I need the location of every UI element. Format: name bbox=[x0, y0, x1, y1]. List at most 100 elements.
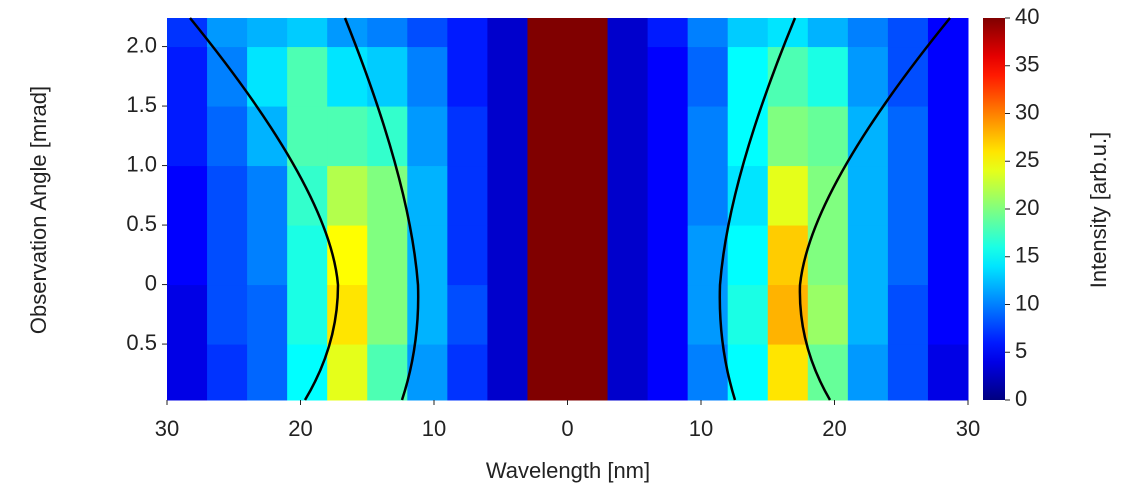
heatmap-cell bbox=[527, 344, 568, 401]
colorbar-tick-label: 15 bbox=[1015, 243, 1039, 268]
x-tick-label: 10 bbox=[422, 416, 446, 441]
y-tick-label: 1.5 bbox=[126, 92, 157, 117]
heatmap-cell bbox=[567, 344, 609, 401]
colorbar-tick-label: 0 bbox=[1015, 386, 1027, 411]
heatmap-cell bbox=[327, 284, 368, 345]
heatmap-cell bbox=[847, 344, 889, 401]
heatmap-cell bbox=[767, 106, 809, 167]
heatmap-cell bbox=[727, 46, 769, 107]
curve bbox=[798, 17, 951, 401]
heatmap-cell bbox=[247, 46, 288, 107]
x-tick-label: 10 bbox=[689, 416, 713, 441]
heatmap-cell bbox=[847, 46, 889, 107]
heatmap-cell bbox=[207, 225, 248, 286]
heatmap-cell bbox=[487, 225, 528, 286]
heatmap-cell bbox=[247, 225, 288, 286]
heatmap-cell bbox=[167, 106, 208, 167]
heatmap-cell bbox=[807, 18, 849, 48]
heatmap-cell bbox=[247, 106, 288, 167]
heatmap-cell bbox=[647, 165, 689, 226]
heatmap-cell bbox=[927, 284, 969, 345]
heatmap-cell bbox=[167, 225, 208, 286]
heatmap-cell bbox=[687, 46, 729, 107]
heatmap-cell bbox=[487, 344, 528, 401]
heatmap-cell bbox=[607, 225, 649, 286]
heatmap-cell bbox=[647, 106, 689, 167]
heatmap-cell bbox=[607, 46, 649, 107]
heatmap-cell bbox=[567, 225, 609, 286]
heatmap-cell bbox=[807, 46, 849, 107]
heatmap-cell bbox=[447, 18, 488, 48]
heatmap-cell bbox=[647, 344, 689, 401]
heatmap-cell bbox=[367, 165, 408, 226]
heatmap-cell bbox=[207, 165, 248, 226]
heatmap-cell bbox=[407, 106, 448, 167]
heatmap-cell bbox=[567, 284, 609, 345]
heatmap-cell bbox=[527, 284, 568, 345]
heatmap-cell bbox=[607, 284, 649, 345]
heatmap-cell bbox=[207, 106, 248, 167]
heatmap-cell bbox=[487, 18, 528, 48]
heatmap-cell bbox=[647, 284, 689, 345]
heatmap-cell bbox=[247, 284, 288, 345]
heatmap-cell bbox=[287, 225, 328, 286]
heatmap-cell bbox=[287, 18, 328, 48]
heatmap-cell bbox=[847, 106, 889, 167]
heatmap-cell bbox=[287, 106, 328, 167]
heatmap-cell bbox=[807, 106, 849, 167]
heatmap-cell bbox=[487, 106, 528, 167]
heatmap-cell bbox=[487, 46, 528, 107]
heatmap-cell bbox=[447, 284, 488, 345]
heatmap-cell bbox=[287, 344, 328, 401]
curve bbox=[343, 17, 420, 401]
heatmap-cell bbox=[607, 165, 649, 226]
heatmap-cell bbox=[207, 18, 248, 48]
heatmap-cell bbox=[927, 18, 969, 48]
heatmap-cell bbox=[887, 46, 929, 107]
heatmap-cell bbox=[287, 284, 328, 345]
heatmap-cell bbox=[847, 165, 889, 226]
colorbar-tick-label: 25 bbox=[1015, 147, 1039, 172]
heatmap-cell bbox=[247, 165, 288, 226]
heatmap-cell bbox=[727, 225, 769, 286]
heatmap-cell bbox=[687, 106, 729, 167]
heatmap-cell bbox=[407, 165, 448, 226]
heatmap-cell bbox=[207, 344, 248, 401]
heatmap-cell bbox=[527, 18, 568, 48]
heatmap-cell bbox=[687, 18, 729, 48]
heatmap-cell bbox=[887, 165, 929, 226]
heatmap-cell bbox=[367, 18, 408, 48]
heatmap-cell bbox=[927, 46, 969, 107]
heatmap-cell bbox=[607, 18, 649, 48]
heatmap-cell bbox=[447, 165, 488, 226]
curve bbox=[718, 17, 797, 401]
colorbar-tick-label: 40 bbox=[1015, 4, 1039, 29]
colorbar-tick-label: 30 bbox=[1015, 99, 1039, 124]
x-axis-label: Wavelength [nm] bbox=[486, 458, 650, 483]
heatmap-cell bbox=[407, 284, 448, 345]
x-tick-label: 20 bbox=[822, 416, 846, 441]
heatmap-cell bbox=[727, 284, 769, 345]
y-axis-label: Observation Angle [mrad] bbox=[26, 86, 51, 334]
heatmap-cell bbox=[527, 225, 568, 286]
heatmap-cell bbox=[927, 106, 969, 167]
heatmap-cell bbox=[527, 165, 568, 226]
heatmap-cell bbox=[327, 106, 368, 167]
x-tick-label: 30 bbox=[956, 416, 980, 441]
heatmap-cell bbox=[567, 46, 609, 107]
heatmap-cell bbox=[527, 46, 568, 107]
heatmap-cell bbox=[447, 46, 488, 107]
colorbar bbox=[983, 18, 1005, 400]
heatmap-cell bbox=[567, 106, 609, 167]
heatmap-cell bbox=[887, 106, 929, 167]
heatmap-cell bbox=[207, 46, 248, 107]
heatmap-cell bbox=[647, 225, 689, 286]
heatmap-cell bbox=[207, 284, 248, 345]
heatmap-cell bbox=[647, 18, 689, 48]
heatmap-cell bbox=[247, 344, 288, 401]
heatmap-cell bbox=[887, 18, 929, 48]
curve bbox=[189, 17, 340, 401]
heatmap-cell bbox=[887, 225, 929, 286]
x-tick-label: 30 bbox=[155, 416, 179, 441]
